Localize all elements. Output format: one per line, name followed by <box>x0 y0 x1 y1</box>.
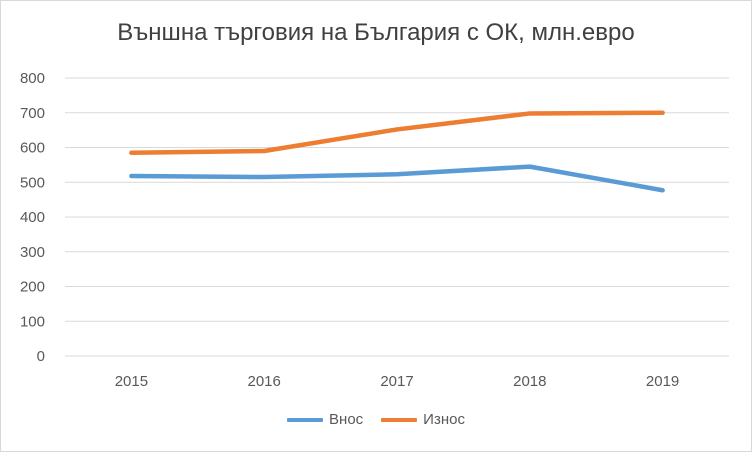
legend: Внос Износ <box>1 411 751 428</box>
legend-label-vnos: Внос <box>329 411 364 428</box>
data-point-iznos <box>527 111 532 116</box>
legend-item-vnos[interactable]: Внос <box>287 411 363 428</box>
y-tick-label: 200 <box>20 279 45 296</box>
series-line-vnos <box>129 164 665 193</box>
y-tick-label: 600 <box>20 140 45 157</box>
legend-item-iznos[interactable]: Износ <box>381 411 465 428</box>
legend-label-iznos: Износ <box>423 411 465 428</box>
grid-lines <box>65 77 729 357</box>
series-lines <box>129 110 665 193</box>
y-tick-label: 500 <box>20 174 45 191</box>
legend-swatch-iznos <box>381 417 418 422</box>
x-tick-label: 2018 <box>513 373 546 390</box>
data-point-vnos <box>527 164 532 169</box>
y-tick-label: 700 <box>20 105 45 122</box>
data-point-vnos <box>262 175 267 180</box>
y-tick-label: 800 <box>20 70 45 87</box>
data-point-iznos <box>395 127 399 132</box>
data-point-vnos <box>395 172 399 177</box>
x-tick-label: 2019 <box>646 373 679 390</box>
data-point-iznos <box>129 150 134 155</box>
data-point-iznos <box>262 148 267 153</box>
x-axis-ticks: 2015 2016 2017 2018 2019 <box>115 373 680 390</box>
y-tick-label: 100 <box>20 313 45 330</box>
data-point-vnos <box>129 173 134 178</box>
y-tick-label: 400 <box>20 209 45 226</box>
y-tick-label: 0 <box>37 348 45 365</box>
y-tick-label: 300 <box>20 244 45 261</box>
x-tick-label: 2015 <box>115 373 148 390</box>
y-axis-ticks: 0 100 200 300 400 500 600 700 800 <box>20 70 45 365</box>
data-point-vnos <box>660 188 665 193</box>
data-point-iznos <box>660 110 665 115</box>
x-tick-label: 2016 <box>248 373 281 390</box>
chart-title: Външна търговия на България с ОК, млн.ев… <box>117 19 635 46</box>
series-line-iznos <box>129 110 665 155</box>
legend-swatch-vnos <box>287 417 324 422</box>
x-tick-label: 2017 <box>380 373 413 390</box>
